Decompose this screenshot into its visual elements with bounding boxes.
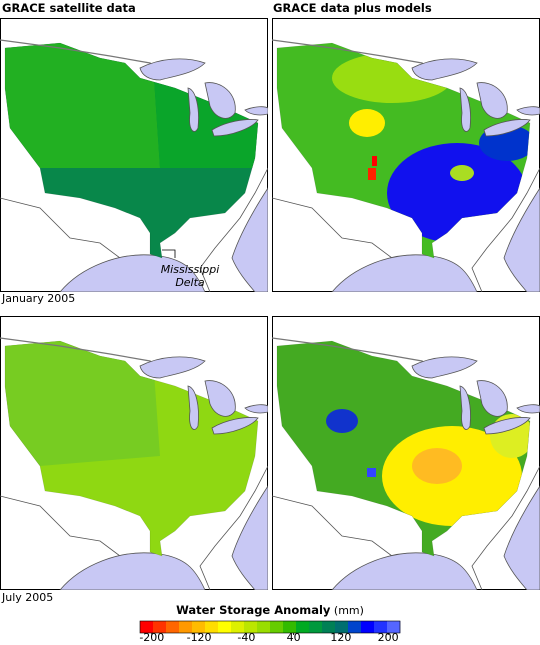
anomaly-region: [450, 165, 474, 181]
colorbar-swatch: [335, 621, 349, 633]
lake-ontario: [516, 106, 540, 116]
legend-title: Water Storage Anomaly (mm): [176, 603, 364, 617]
colorbar-swatch: [296, 621, 310, 633]
map-panel: [272, 18, 540, 292]
colorbar-swatch: [270, 621, 284, 633]
anomaly-region: [368, 168, 376, 180]
lake-erie: [483, 417, 531, 435]
atlantic-ocean: [231, 187, 268, 292]
colorbar-tick-label: 200: [378, 631, 399, 644]
colorbar-tick-label: 120: [330, 631, 351, 644]
lake-michigan: [459, 87, 471, 132]
lake-michigan: [187, 385, 199, 430]
anomaly-region: [367, 468, 376, 477]
lake-erie: [211, 417, 259, 435]
anomaly-region: [349, 109, 385, 137]
annotation-line: Mississippi: [161, 263, 220, 276]
colorbar-swatch: [257, 621, 271, 633]
map-panel: [0, 316, 268, 590]
coastline: [199, 465, 268, 590]
colorbar-frame: [139, 620, 401, 634]
colorbar-tick-label: -120: [187, 631, 212, 644]
anomaly-region: [326, 409, 358, 433]
lake-ontario: [516, 404, 540, 414]
lake-erie: [483, 119, 531, 137]
lake-erie: [211, 119, 259, 137]
map-panel: [272, 316, 540, 590]
colorbar-tick-label: 40: [287, 631, 301, 644]
annotation: Mississippi Delta: [161, 263, 220, 289]
colorbar-swatch: [231, 621, 245, 633]
colorbar-swatch: [179, 621, 193, 633]
anomaly-region: [372, 156, 377, 166]
lake-huron: [204, 380, 236, 417]
colorbar-swatch: [322, 621, 336, 633]
lake-michigan: [459, 385, 471, 430]
row-label: January 2005: [1, 292, 75, 305]
colorbar-swatch: [192, 621, 206, 633]
coastline: [199, 167, 268, 292]
lake-michigan: [187, 87, 199, 132]
colorbar-tick-label: -200: [139, 631, 164, 644]
colorbar-swatch: [387, 621, 401, 633]
coastline: [471, 465, 540, 590]
colorbar-swatch: [153, 621, 167, 633]
lake-ontario: [244, 404, 268, 414]
colorbar-swatch: [361, 621, 375, 633]
lake-ontario: [244, 106, 268, 116]
colorbar-swatch: [244, 621, 258, 633]
lake-superior: [139, 356, 206, 379]
legend-title-text: Water Storage Anomaly: [176, 603, 331, 617]
colorbar-swatch: [140, 621, 154, 633]
lake-huron: [204, 82, 236, 119]
colorbar-swatch: [283, 621, 297, 633]
coastline: [471, 167, 540, 292]
row-label: July 2005: [1, 591, 53, 604]
colorbar-swatch: [348, 621, 362, 633]
legend-unit: (mm): [334, 604, 364, 617]
atlantic-ocean: [503, 485, 540, 590]
map-panel: Mississippi Delta: [0, 18, 268, 292]
colorbar-swatch: [309, 621, 323, 633]
column-title: GRACE data plus models: [273, 1, 432, 15]
colorbar-swatch: [166, 621, 180, 633]
annotation-leader: [162, 249, 176, 258]
lake-superior: [411, 356, 478, 379]
colorbar-swatch: [374, 621, 388, 633]
lake-superior: [139, 58, 206, 81]
lake-huron: [476, 380, 508, 417]
anomaly-region: [412, 448, 462, 484]
atlantic-ocean: [503, 187, 540, 292]
colorbar-tick-label: -40: [237, 631, 255, 644]
lake-superior: [411, 58, 478, 81]
colorbar-swatch: [218, 621, 232, 633]
annotation-line: Delta: [175, 276, 205, 289]
atlantic-ocean: [231, 485, 268, 590]
column-title: GRACE satellite data: [2, 1, 136, 15]
colorbar-swatch: [205, 621, 219, 633]
lake-huron: [476, 82, 508, 119]
